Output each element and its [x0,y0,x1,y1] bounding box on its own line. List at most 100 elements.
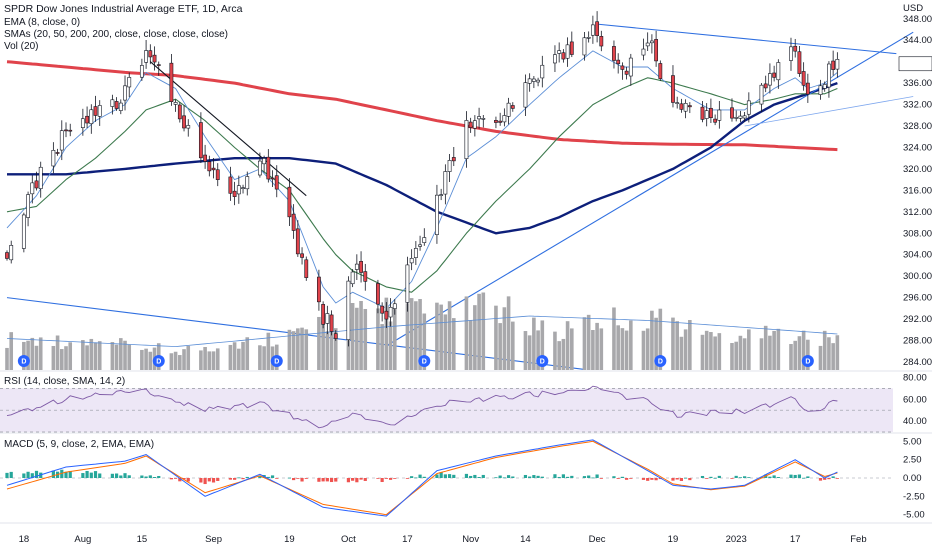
candle-up [245,176,250,190]
macd-histogram-bar [292,478,296,481]
macd-histogram-bar [561,474,565,478]
price-pane [6,23,914,371]
candle-up [742,115,747,119]
macd-histogram-bar [34,470,39,478]
macd-histogram-bar [646,478,650,481]
macd-histogram-bar [199,478,203,483]
candle-down [304,259,309,278]
volume-bar [730,342,734,370]
volume-bar [304,329,309,370]
candle-up [582,37,587,56]
volume-bar [540,320,545,370]
price-tick-label: 296.00 [903,293,932,304]
volume-bar [388,321,393,370]
candle-up [110,99,115,107]
volume-bar [523,331,528,370]
price-tick-label: 288.00 [903,336,932,347]
macd-histogram-bar [178,478,182,482]
candle-up [527,78,532,84]
volume-bar [506,296,511,370]
macd-histogram-bar [422,476,426,478]
current-price-badge [898,56,932,72]
rsi-line [6,385,838,429]
volume-bar [123,340,127,370]
dividend-marker-label: D [805,359,810,366]
volume-bar [675,321,679,370]
candle-down [468,121,473,128]
volume-bar [333,328,338,370]
macd-histogram-bar [152,477,157,478]
volume-bar [329,315,334,370]
candle-down [616,59,621,65]
dividend-marker [536,355,549,367]
candle-up [746,100,751,115]
sma-50-line [7,81,838,235]
candle-down [68,129,73,132]
candle-down [156,64,161,66]
candle-down [182,115,186,129]
macd-histogram-bar [388,478,393,480]
volume-bar [114,344,119,370]
volume-bar [616,325,620,370]
volume-bar [144,348,148,370]
macd-histogram-bar [599,478,603,479]
volume-bar [199,350,203,370]
candle-up [418,244,422,247]
volume-ma-line [6,315,838,348]
candle-up [422,237,427,243]
candle-up [738,115,743,119]
time-tick-label: Sep [205,534,222,545]
candle-up [540,64,545,79]
volume-bar [772,330,776,370]
dividend-marker [418,355,431,367]
candle-down [709,107,713,119]
macd-histogram-bar [671,478,675,481]
price-tick-label: 348.00 [903,14,932,25]
candle-up [531,78,536,82]
indicator-vol-label: Vol (20) [4,41,39,52]
rsi-tick-label: 60.00 [903,394,927,405]
candle-up [557,50,562,54]
macd-histogram-bar [174,478,178,479]
volume-bar [384,297,389,370]
volume-bar [376,308,380,370]
volume-bar [553,331,557,370]
candle-up [675,102,680,104]
macd-histogram-bar [9,471,13,478]
volume-bar [477,293,481,370]
volume-bar [818,345,823,370]
candle-down [793,45,798,52]
candle-up [835,59,840,70]
volume-bar [565,321,570,370]
candle-up [717,109,722,121]
time-tick-label: Oct [341,534,356,545]
volume-bar [418,299,422,370]
volume-bar [831,343,835,370]
candle-down [658,63,663,79]
volume-bar [173,351,178,370]
macd-histogram-bar [452,474,456,478]
candle-down [333,333,338,339]
volume-bar [763,325,768,370]
macd-histogram-bar [64,471,68,478]
volume-bar [582,317,587,370]
volume-bar [317,316,321,370]
volume-bar [806,339,810,370]
volume-bar [414,301,418,370]
macd-histogram-bar [528,476,532,478]
macd-histogram-bar [494,477,498,479]
candle-up [818,85,823,95]
macd-histogram-bar [325,478,329,482]
candle-down [5,252,9,259]
macd-histogram-bar [506,475,511,478]
macd-histogram-bar [730,478,734,479]
macd-histogram-bar [233,478,237,480]
volume-bar [245,337,250,370]
candle-up [350,271,355,285]
candle-up [477,116,481,120]
chart-grid [0,370,932,524]
volume-bar [232,342,237,370]
volume-bar [30,337,35,370]
macd-histogram-bar [81,473,85,478]
time-tick-label: Dec [589,534,606,545]
